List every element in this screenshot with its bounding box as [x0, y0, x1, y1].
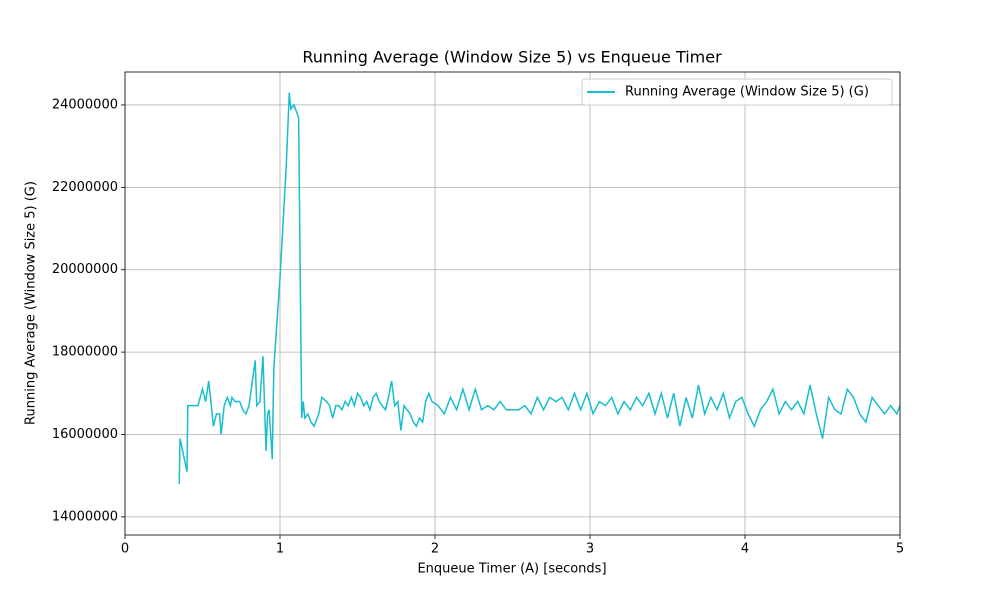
x-tick-label: 3: [586, 542, 594, 557]
x-tick-label: 1: [276, 542, 284, 557]
x-tick-label: 2: [431, 542, 439, 557]
chart-title: Running Average (Window Size 5) vs Enque…: [302, 48, 722, 67]
y-tick-label: 22000000: [52, 180, 118, 195]
x-tick-label: 4: [741, 542, 749, 557]
y-axis-label: Running Average (Window Size 5) (G): [24, 181, 39, 425]
x-tick-label: 0: [121, 542, 129, 557]
y-tick-label: 16000000: [52, 427, 118, 442]
legend-box: [581, 78, 893, 106]
legend-label: Running Average (Window Size 5) (G): [625, 85, 869, 100]
x-axis-label: Enqueue Timer (A) [seconds]: [417, 562, 606, 577]
y-tick-label: 14000000: [52, 509, 118, 524]
data-line: [178, 92, 901, 484]
y-tick-label: 20000000: [52, 262, 118, 277]
y-tick-label: 24000000: [52, 97, 118, 112]
plot-frame: [124, 71, 901, 536]
x-tick-label: 5: [896, 542, 904, 557]
legend: Running Average (Window Size 5) (G): [581, 78, 893, 106]
y-tick-label: 18000000: [52, 345, 118, 360]
